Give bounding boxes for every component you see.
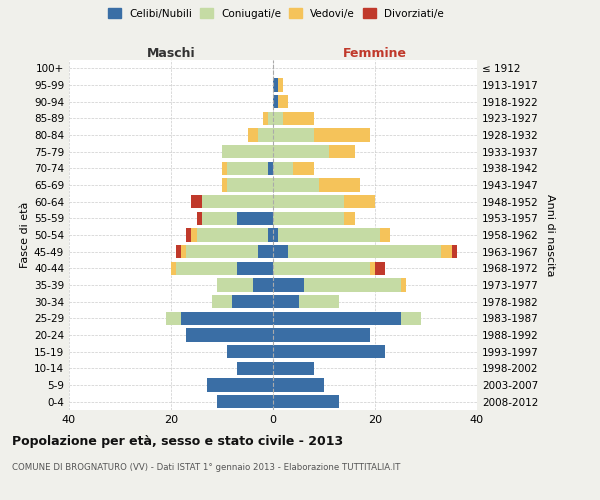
- Bar: [273, 178, 319, 192]
- Bar: [176, 262, 238, 275]
- Legend: Celibi/Nubili, Coniugati/e, Vedovi/e, Divorziati/e: Celibi/Nubili, Coniugati/e, Vedovi/e, Di…: [105, 5, 447, 21]
- Bar: [273, 378, 324, 392]
- Bar: [258, 245, 273, 258]
- Bar: [273, 128, 314, 141]
- Bar: [258, 128, 273, 141]
- Text: Popolazione per età, sesso e stato civile - 2013: Popolazione per età, sesso e stato civil…: [12, 435, 343, 448]
- Bar: [273, 145, 329, 158]
- Bar: [191, 195, 202, 208]
- Bar: [319, 178, 360, 192]
- Bar: [304, 278, 401, 291]
- Bar: [187, 328, 273, 342]
- Bar: [253, 278, 273, 291]
- Bar: [329, 145, 355, 158]
- Bar: [375, 262, 385, 275]
- Bar: [181, 312, 273, 325]
- Bar: [227, 345, 273, 358]
- Bar: [273, 278, 304, 291]
- Bar: [344, 195, 375, 208]
- Bar: [273, 345, 385, 358]
- Bar: [401, 312, 421, 325]
- Bar: [268, 228, 273, 241]
- Bar: [273, 212, 344, 225]
- Bar: [278, 95, 289, 108]
- Bar: [176, 245, 181, 258]
- Bar: [248, 128, 258, 141]
- Bar: [273, 112, 283, 125]
- Bar: [273, 395, 340, 408]
- Bar: [197, 212, 202, 225]
- Bar: [442, 245, 452, 258]
- Bar: [171, 262, 176, 275]
- Bar: [196, 228, 268, 241]
- Bar: [191, 228, 197, 241]
- Bar: [452, 245, 457, 258]
- Bar: [268, 162, 273, 175]
- Bar: [283, 112, 314, 125]
- Bar: [202, 212, 238, 225]
- Text: Femmine: Femmine: [343, 47, 407, 60]
- Bar: [273, 95, 278, 108]
- Bar: [278, 228, 380, 241]
- Bar: [289, 245, 442, 258]
- Bar: [217, 278, 253, 291]
- Bar: [212, 295, 232, 308]
- Bar: [206, 378, 273, 392]
- Bar: [380, 228, 391, 241]
- Bar: [299, 295, 340, 308]
- Bar: [181, 245, 187, 258]
- Bar: [273, 245, 289, 258]
- Text: COMUNE DI BROGNATURO (VV) - Dati ISTAT 1° gennaio 2013 - Elaborazione TUTTITALIA: COMUNE DI BROGNATURO (VV) - Dati ISTAT 1…: [12, 462, 400, 471]
- Bar: [314, 128, 370, 141]
- Bar: [273, 228, 278, 241]
- Bar: [273, 328, 370, 342]
- Bar: [232, 295, 273, 308]
- Bar: [344, 212, 355, 225]
- Bar: [227, 178, 273, 192]
- Bar: [238, 212, 273, 225]
- Bar: [273, 295, 299, 308]
- Bar: [202, 195, 273, 208]
- Bar: [273, 195, 344, 208]
- Bar: [186, 228, 191, 241]
- Bar: [273, 362, 314, 375]
- Bar: [222, 178, 227, 192]
- Bar: [238, 362, 273, 375]
- Bar: [273, 162, 293, 175]
- Bar: [263, 112, 268, 125]
- Bar: [273, 78, 278, 92]
- Bar: [227, 162, 268, 175]
- Bar: [238, 262, 273, 275]
- Bar: [186, 245, 258, 258]
- Text: Maschi: Maschi: [146, 47, 196, 60]
- Y-axis label: Anni di nascita: Anni di nascita: [545, 194, 555, 276]
- Bar: [217, 395, 273, 408]
- Bar: [222, 162, 227, 175]
- Bar: [166, 312, 181, 325]
- Bar: [222, 145, 273, 158]
- Bar: [401, 278, 406, 291]
- Y-axis label: Fasce di età: Fasce di età: [20, 202, 30, 268]
- Bar: [293, 162, 314, 175]
- Bar: [273, 312, 401, 325]
- Bar: [268, 112, 273, 125]
- Bar: [370, 262, 375, 275]
- Bar: [278, 78, 283, 92]
- Bar: [273, 262, 370, 275]
